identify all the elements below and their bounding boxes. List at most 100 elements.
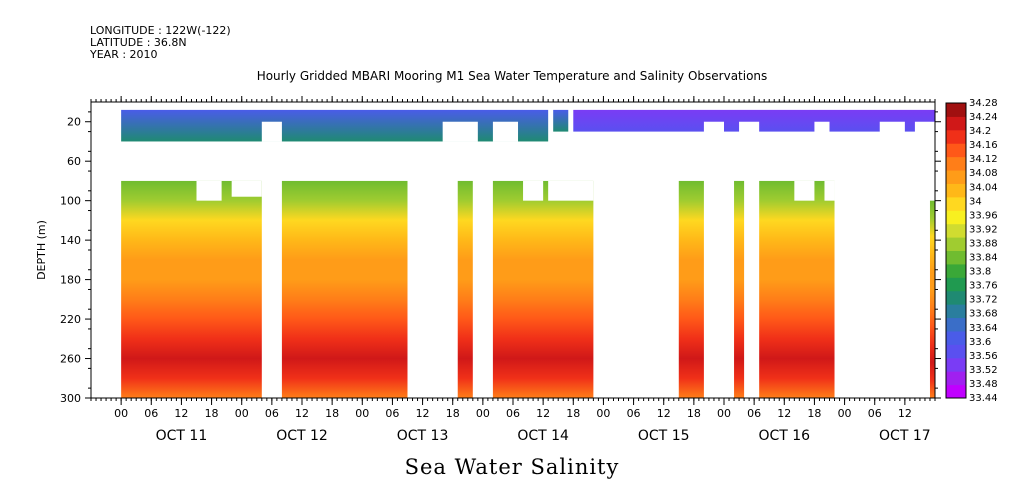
colorbar-swatch <box>946 170 966 184</box>
y-tick-label: 300 <box>60 392 81 405</box>
hour-tick-label: 06 <box>506 407 520 420</box>
hour-tick-label: 18 <box>325 407 339 420</box>
colorbar-swatch <box>946 223 966 238</box>
y-axis-label: DEPTH (m) <box>35 220 48 280</box>
colorbar-label: 34.16 <box>969 140 998 151</box>
plot-title: Hourly Gridded MBARI Mooring M1 Sea Wate… <box>256 69 768 83</box>
day-label: OCT 13 <box>397 428 449 444</box>
hour-tick-label: 06 <box>747 407 761 420</box>
deep-segment-2 <box>457 180 473 398</box>
hour-tick-label: 00 <box>596 407 610 420</box>
hour-tick-label: 12 <box>295 407 309 420</box>
colorbar-swatch <box>946 103 966 117</box>
colorbar-frame <box>945 102 967 399</box>
deep-gap-4 <box>794 180 815 201</box>
deep-segment-7 <box>929 200 935 398</box>
day-label: OCT 14 <box>517 428 569 444</box>
hour-tick-label: 12 <box>777 407 791 420</box>
colorbar-swatch <box>946 371 966 386</box>
colorbar-swatch <box>946 330 966 345</box>
colorbar-swatch <box>946 116 966 131</box>
deep-gap-3 <box>548 180 594 201</box>
variable-title: Sea Water Salinity <box>404 455 620 479</box>
hour-tick-label: 12 <box>174 407 188 420</box>
longitude-label: LONGITUDE : 122W(-122) <box>90 24 231 37</box>
hour-tick-label: 06 <box>144 407 158 420</box>
surface-gap-3 <box>703 121 724 142</box>
surface-gap-6 <box>879 121 905 142</box>
colorbar-swatch <box>946 183 966 198</box>
colorbar-label: 33.88 <box>969 238 998 249</box>
hour-tick-label: 06 <box>627 407 641 420</box>
y-tick-label: 20 <box>67 116 81 129</box>
colorbar-label: 33.48 <box>969 379 998 390</box>
hour-tick-label: 00 <box>838 407 852 420</box>
hour-tick-label: 00 <box>114 407 128 420</box>
y-tick-label: 220 <box>60 313 81 326</box>
colorbar-label: 34.04 <box>969 182 998 193</box>
colorbar-swatch <box>946 143 966 158</box>
deep-segment-4 <box>678 180 704 398</box>
colorbar-swatch <box>946 277 966 292</box>
colorbar-swatch <box>946 357 966 372</box>
hour-tick-label: 12 <box>416 407 430 420</box>
colorbar-label: 33.68 <box>969 309 998 320</box>
hour-tick-label: 12 <box>536 407 550 420</box>
colorbar-swatch <box>946 196 966 211</box>
surface-gap-0 <box>261 121 282 142</box>
latitude-label: LATITUDE : 36.8N <box>90 36 187 49</box>
colorbar-label: 33.72 <box>969 295 998 306</box>
deep-gap-0 <box>196 180 222 201</box>
colorbar-label: 33.6 <box>969 337 991 348</box>
surface-segment-2 <box>573 109 935 132</box>
deep-segment-3 <box>492 180 594 398</box>
deep-segment-5 <box>734 180 745 398</box>
hour-tick-label: 18 <box>687 407 701 420</box>
colorbar-label: 33.96 <box>969 210 998 221</box>
colorbar-label: 33.8 <box>969 267 991 278</box>
colorbar-swatch <box>946 156 966 171</box>
colorbar-swatch <box>946 263 966 278</box>
colorbar: 33.44 33.48 33.52 33.56 33.6 33.64 33.68 33.72 3… <box>945 98 998 404</box>
plot-area <box>121 109 935 398</box>
axes: 00 06 12 18 00 06 12 18 00 06 12 18 00 06 12 18 00 06 12 18… <box>35 96 941 444</box>
year-label: YEAR : 2010 <box>90 48 158 61</box>
hour-tick-label: 18 <box>566 407 580 420</box>
hour-tick-label: 00 <box>235 407 249 420</box>
colorbar-label: 34.08 <box>969 168 998 179</box>
colorbar-swatch <box>946 250 966 265</box>
colorbar-label: 33.92 <box>969 224 998 235</box>
hour-tick-label: 18 <box>205 407 219 420</box>
hour-tick-label: 00 <box>476 407 490 420</box>
y-tick-label: 260 <box>60 353 81 366</box>
y-tick-label: 60 <box>67 155 81 168</box>
surface-gap-1 <box>442 121 478 142</box>
hour-tick-label: 06 <box>265 407 279 420</box>
colorbar-label: 34 <box>969 196 982 207</box>
hour-tick-label: 06 <box>868 407 882 420</box>
day-label: OCT 12 <box>276 428 328 444</box>
surface-gap-5 <box>814 121 830 142</box>
colorbar-swatch <box>946 129 966 144</box>
y-tick-label: 100 <box>60 195 81 208</box>
colorbar-label: 33.52 <box>969 365 998 376</box>
hour-tick-label: 12 <box>898 407 912 420</box>
colorbar-label: 33.76 <box>969 281 998 292</box>
surface-gap-4 <box>739 121 760 142</box>
day-label: OCT 16 <box>758 428 810 444</box>
colorbar-label: 34.2 <box>969 126 991 137</box>
day-label: OCT 11 <box>156 428 208 444</box>
hour-tick-label: 00 <box>717 407 731 420</box>
colorbar-label: 33.56 <box>969 351 998 362</box>
colorbar-label: 33.84 <box>969 253 998 264</box>
deep-gap-5 <box>824 180 835 201</box>
day-label: OCT 15 <box>638 428 690 444</box>
deep-gap-2 <box>523 180 544 201</box>
colorbar-swatch <box>946 210 966 225</box>
hour-tick-label: 18 <box>446 407 460 420</box>
y-tick-label: 140 <box>60 234 81 247</box>
colorbar-swatch <box>946 304 966 319</box>
deep-segment-1 <box>281 180 408 398</box>
colorbar-swatch <box>946 317 966 332</box>
